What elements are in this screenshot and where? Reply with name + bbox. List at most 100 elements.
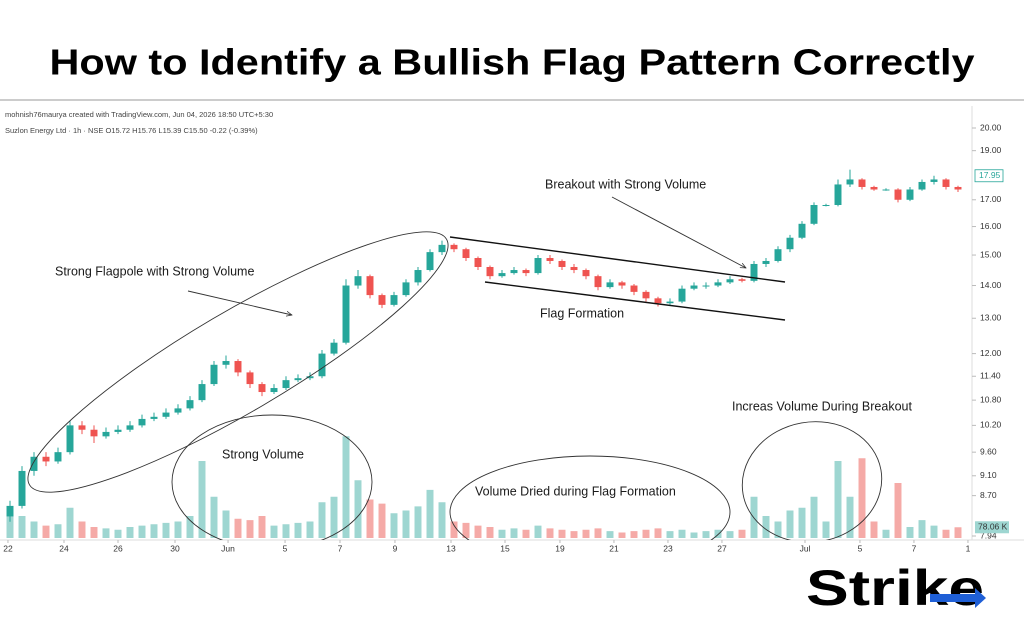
annotation: Strong Flagpole with Strong Volume: [55, 264, 254, 278]
candle-body: [342, 285, 350, 343]
volume-bar: [342, 436, 350, 538]
candle-body: [294, 378, 302, 381]
candle-body: [114, 429, 122, 432]
x-tick-label: 24: [59, 543, 69, 553]
candle-body: [102, 431, 110, 437]
volume-bar: [690, 532, 698, 538]
y-tick-label: 10.20: [980, 420, 1002, 430]
candle-body: [654, 298, 662, 304]
volume-bar: [678, 529, 686, 538]
flag-upper-line: [449, 236, 786, 283]
candle-body: [954, 186, 962, 190]
candle-body: [606, 282, 614, 288]
volume-bar: [354, 480, 362, 538]
volume-bar: [858, 458, 866, 538]
candle-body: [426, 252, 434, 271]
candle-body: [258, 384, 266, 393]
candle-body: [798, 223, 806, 238]
candle-body: [558, 260, 566, 267]
candle-body: [150, 416, 158, 419]
plot: [6, 169, 962, 540]
x-tick-label: 13: [446, 543, 456, 553]
volume-bar: [594, 528, 602, 538]
x-tick-label: 22: [3, 543, 13, 553]
candle-body: [630, 285, 638, 292]
candles: [6, 169, 962, 522]
y-tick-label: 10.80: [980, 394, 1002, 404]
page-title: How to Identify a Bullish Flag Pattern C…: [50, 42, 975, 83]
y-tick-label: 16.00: [980, 221, 1002, 231]
volume-bar: [294, 522, 302, 538]
candle-body: [66, 425, 74, 453]
x-tick-label: Jun: [221, 543, 235, 553]
volume-bar: [786, 510, 794, 538]
volume-bar: [114, 529, 122, 538]
volume-bar: [942, 529, 950, 538]
y-tick-label: 9.60: [980, 446, 997, 456]
candle-body: [702, 285, 710, 287]
y-tick-label: 7.94: [980, 530, 997, 540]
candle-body: [858, 179, 866, 187]
candle-body: [42, 456, 50, 462]
candle-body: [750, 263, 758, 281]
volume-pane: [6, 436, 962, 538]
volume-bar: [558, 529, 566, 538]
candle-body: [570, 266, 578, 271]
x-tick-label: Jul: [800, 543, 811, 553]
volume-bar: [546, 528, 554, 538]
volume-bar: [582, 529, 590, 538]
x-tick-label: 15: [500, 543, 510, 553]
volume-bar: [870, 521, 878, 538]
volume-bar: [666, 531, 674, 538]
volume-bar: [126, 527, 134, 538]
candle-body: [354, 276, 362, 286]
volume-bar: [210, 496, 218, 538]
volume-bar: [282, 524, 290, 538]
candle-body: [714, 282, 722, 286]
volume-bar: [450, 521, 458, 538]
volume-bar: [390, 513, 398, 538]
candle-body: [6, 505, 14, 517]
volume-bar: [462, 522, 470, 538]
candle-body: [282, 380, 290, 389]
x-tick-label: 21: [609, 543, 619, 553]
volume-bar: [6, 513, 14, 538]
candle-body: [498, 273, 506, 277]
logo-arrow: [930, 588, 986, 608]
candle-body: [810, 205, 818, 224]
candle-body: [186, 400, 194, 409]
candle-body: [174, 408, 182, 413]
candle-body: [834, 184, 842, 206]
last-price-box: [974, 169, 1004, 183]
volume-bar: [954, 527, 962, 538]
annotation: Strong Volume: [222, 447, 304, 461]
candle-body: [330, 342, 338, 354]
volume-bar: [642, 529, 650, 538]
last-price-label: 17.95: [979, 170, 1001, 180]
volume-bar: [258, 516, 266, 538]
candle-body: [726, 279, 734, 283]
candle-body: [774, 249, 782, 261]
arrow: [187, 290, 292, 315]
volume-bar: [894, 483, 902, 538]
x-tick-label: 27: [717, 543, 727, 553]
y-tick-label: 13.00: [980, 313, 1002, 323]
dried-volume-ellipse: [449, 455, 731, 540]
volume-bar: [174, 521, 182, 538]
volume-bar: [846, 496, 854, 538]
y-tick-label: 9.10: [980, 470, 997, 480]
candle-body: [486, 266, 494, 277]
candle-body: [870, 186, 878, 190]
candle-body: [918, 181, 926, 190]
volume-bar: [30, 521, 38, 538]
candle-body: [762, 260, 770, 264]
annotation: Volume Dried during Flag Formation: [475, 484, 676, 498]
volume-bar: [522, 529, 530, 538]
candle-body: [378, 295, 386, 305]
volume-bar: [270, 525, 278, 538]
volume-bar: [246, 520, 254, 538]
candle-body: [594, 276, 602, 288]
candle-body: [222, 361, 230, 365]
volume-bar: [606, 531, 614, 538]
